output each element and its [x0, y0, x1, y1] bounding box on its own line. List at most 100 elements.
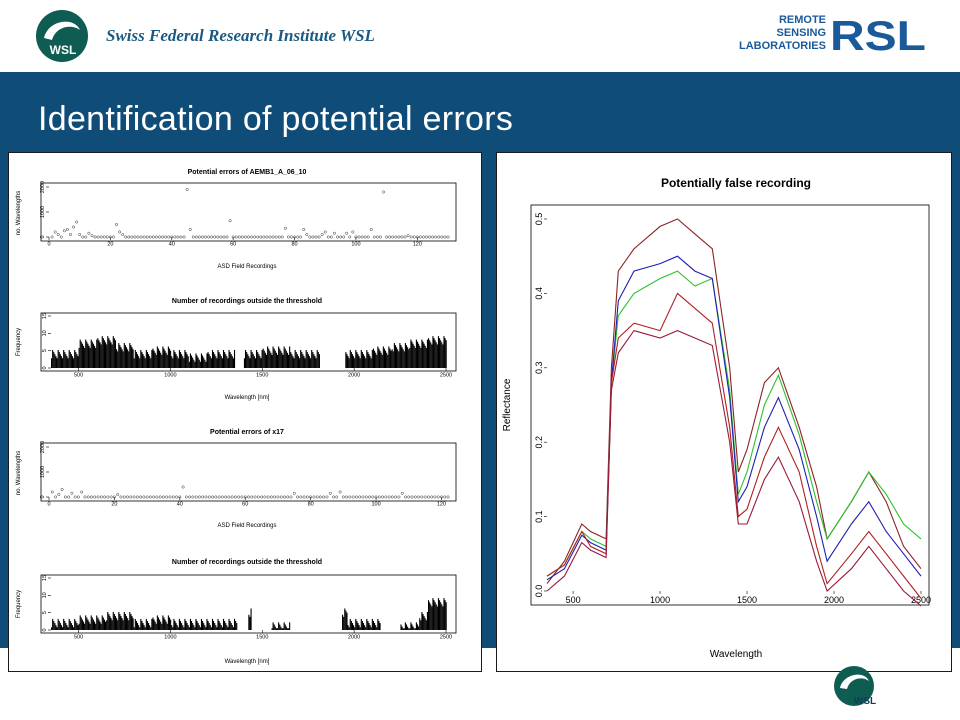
plot-3-point — [345, 495, 349, 499]
plot-1-point — [185, 188, 189, 191]
plot-3-point — [394, 495, 398, 499]
plot-4-bar — [109, 616, 111, 630]
plot-2-bar — [152, 348, 154, 368]
plot-4-bar — [370, 627, 372, 630]
plot-2-bar — [177, 358, 179, 368]
plot-3-xtick-label: 80 — [308, 502, 314, 508]
plot-2-bar — [135, 352, 137, 368]
plot-2-bar — [381, 354, 383, 368]
plot-4-bar — [51, 627, 53, 630]
plot-2-bar — [132, 349, 134, 368]
plot-3-point — [152, 495, 156, 499]
plot-4-bar — [93, 621, 96, 630]
plot-2-bar — [149, 356, 151, 368]
plot-4-bar — [138, 625, 140, 630]
plot-2-bar — [60, 356, 63, 368]
plot-3-point — [260, 495, 264, 499]
plot-1-point — [403, 235, 407, 239]
plot-4-bar — [89, 623, 91, 630]
plot-4-bar — [369, 625, 371, 630]
plot-1-point — [231, 235, 235, 239]
plot-4-bar — [125, 616, 128, 630]
plot-2-bar — [95, 347, 97, 368]
plot-2-bar — [57, 349, 59, 368]
plot-2-bar — [403, 351, 405, 368]
plot-3-point — [319, 495, 322, 499]
plot-1-point — [308, 235, 312, 239]
plot-3-point — [132, 495, 136, 499]
plot-4-bar — [348, 627, 350, 630]
plot-4-bar — [66, 625, 68, 630]
plot-2-bar — [439, 338, 441, 368]
plot-2-bar — [397, 349, 399, 368]
plot-4-bar — [140, 618, 142, 630]
plot-2-bar — [51, 358, 53, 368]
plot-2-bar — [109, 340, 111, 368]
plot-1-point — [412, 235, 416, 239]
plot-2-bar — [402, 349, 404, 368]
plot-4-bar — [84, 623, 86, 630]
plot-5-xtick-label: 2000 — [824, 595, 844, 605]
plot-1-point — [53, 230, 57, 234]
plot-3-point — [315, 495, 319, 499]
plot-4-bar — [73, 627, 75, 630]
plot-1-point — [90, 234, 94, 238]
plot-1-point — [418, 235, 422, 239]
plot-4-bar — [143, 625, 145, 630]
rsl-logo-line-1: REMOTE — [779, 14, 826, 26]
plot-2-bar — [190, 355, 193, 368]
plot-4-bar — [249, 616, 251, 630]
plot-4-frame — [40, 574, 457, 634]
plot-4-bar — [354, 627, 356, 630]
plot-3-point — [96, 495, 100, 499]
plot-4-bar — [421, 611, 423, 630]
plot-3-point — [70, 491, 74, 495]
plot-2-bar — [414, 347, 416, 368]
plot-4-bar — [364, 625, 366, 630]
plot-2-bar — [82, 345, 85, 368]
plot-2-bar — [370, 358, 372, 368]
plot-3-point — [57, 493, 61, 496]
plot-3-point — [103, 495, 107, 499]
plot-4-bar — [52, 618, 54, 630]
plot-1-point — [379, 235, 382, 239]
plot-2-bar — [303, 356, 305, 368]
plot-3-point — [426, 495, 430, 499]
plot-4-bar — [220, 625, 222, 630]
plot-5-ytick-label: 0.1 — [534, 510, 544, 523]
plot-2-bar — [362, 354, 365, 368]
plot-4-bar — [80, 617, 82, 630]
plot-4-bar — [102, 617, 104, 630]
plot-3-point — [348, 495, 352, 499]
plot-4-bar — [159, 619, 161, 630]
plot-2-bar — [316, 349, 318, 368]
plot-4-bar — [271, 628, 273, 630]
plot-4-bar — [103, 619, 106, 630]
plot-4-bar — [440, 602, 442, 630]
plot-4-bar — [199, 627, 201, 630]
plot-2-bar — [276, 354, 279, 368]
plot-4-bar — [420, 620, 422, 630]
plot-2-bar — [272, 346, 274, 368]
plot-3-point — [446, 495, 450, 499]
plot-1-point — [142, 235, 146, 239]
plot-2-bar — [252, 354, 254, 368]
plot-1-point — [314, 235, 318, 239]
plot-4-bar — [133, 627, 135, 630]
plot-3-point — [230, 495, 234, 499]
plot-4-bar — [347, 625, 349, 630]
plot-2-bar — [84, 347, 86, 368]
plot-2-bar — [81, 343, 83, 368]
plot-2-bar — [270, 352, 272, 368]
plot-3-point — [377, 495, 381, 499]
plot-3-point — [54, 495, 57, 499]
plot-2-bar — [443, 336, 445, 368]
plot-4-bar — [193, 625, 195, 630]
plot-2-bar — [378, 348, 380, 368]
plot-4-bar — [132, 618, 134, 630]
plot-4-bar — [373, 623, 376, 630]
plot-1-point — [409, 235, 413, 239]
plot-2-ylabel: Frequency — [16, 328, 22, 356]
plot-3-point — [197, 495, 201, 499]
plot-4-bar — [198, 625, 200, 630]
